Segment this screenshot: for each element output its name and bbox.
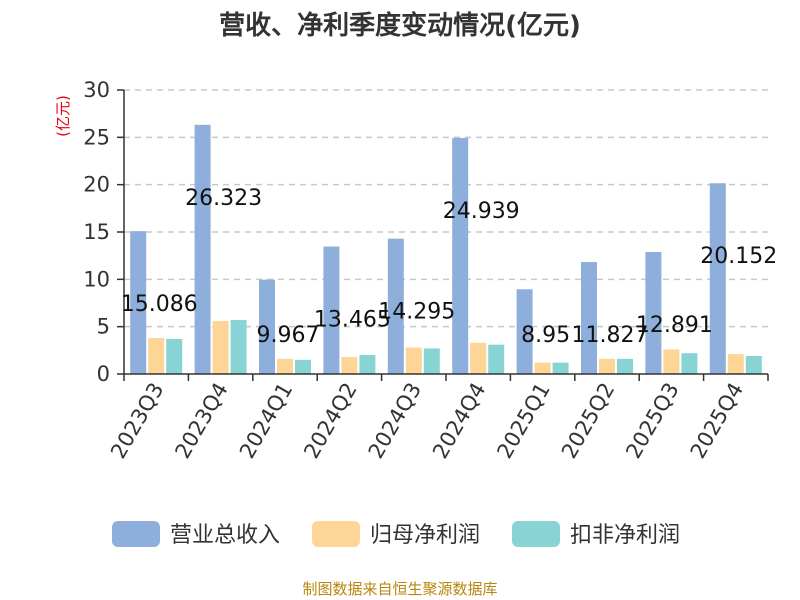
data-label: 8.95 <box>521 323 570 348</box>
bar-2 <box>277 358 293 374</box>
data-label: 24.939 <box>443 199 520 224</box>
bar-1 <box>452 137 469 374</box>
legend-label: 营业总收入 <box>170 523 280 548</box>
x-tick-label: 2024Q4 <box>428 379 490 463</box>
x-tick-label: 2023Q3 <box>106 379 168 463</box>
bar-3 <box>230 320 247 374</box>
x-tick-label: 2024Q1 <box>235 379 297 463</box>
x-tick-label: 2023Q4 <box>170 379 232 463</box>
bar-1 <box>645 251 662 374</box>
grid-lines <box>124 89 768 328</box>
y-tick-label: 0 <box>97 362 110 386</box>
bar-1 <box>259 279 275 374</box>
bar-2 <box>212 320 229 374</box>
data-label: 15.086 <box>121 292 198 317</box>
bars <box>130 124 762 375</box>
data-label: 11.827 <box>572 323 649 348</box>
x-tick-label: 2024Q3 <box>364 379 426 463</box>
data-label: 12.891 <box>636 313 713 338</box>
bar-3 <box>552 362 569 374</box>
bar-1 <box>323 246 340 374</box>
bar-2 <box>470 342 487 374</box>
x-tick-label: 2025Q2 <box>557 379 619 463</box>
legend-swatch <box>312 521 360 547</box>
bar-2 <box>663 349 680 374</box>
bar-3 <box>423 348 440 374</box>
bar-2 <box>341 356 358 374</box>
bar-3 <box>745 356 762 374</box>
x-tick-label: 2025Q1 <box>492 379 554 463</box>
bar-2 <box>405 347 422 374</box>
bar-3 <box>166 338 183 374</box>
legend-swatch <box>112 521 160 547</box>
bar-1 <box>194 124 211 375</box>
legend-label: 扣非净利润 <box>570 523 680 548</box>
y-tick-label: 10 <box>83 267 110 291</box>
bar-2 <box>599 358 615 374</box>
chart-title: 营收、净利季度变动情况(亿元) <box>219 10 581 41</box>
y-tick-label: 30 <box>83 78 110 102</box>
bar-1 <box>387 238 404 374</box>
y-tick-label: 15 <box>83 220 110 244</box>
bar-1 <box>130 231 147 374</box>
x-tick-label: 2024Q2 <box>299 379 361 463</box>
x-tick-label: 2025Q4 <box>686 379 748 463</box>
bar-1 <box>709 183 726 374</box>
data-label: 20.152 <box>700 244 777 269</box>
y-tick-label: 25 <box>83 125 110 149</box>
x-tick-label: 2025Q3 <box>621 379 683 463</box>
bar-2 <box>534 362 551 374</box>
legend-swatch <box>512 521 560 547</box>
bar-1 <box>581 262 597 374</box>
y-tick-label: 5 <box>97 315 110 339</box>
legend: 营业总收入 归母净利润 扣非净利润 <box>112 521 680 548</box>
legend-label: 归母净利润 <box>370 523 480 548</box>
data-label: 14.295 <box>378 300 455 325</box>
data-label: 13.465 <box>314 308 391 333</box>
bar-2 <box>727 354 744 374</box>
bar-3 <box>359 355 376 374</box>
source-note: 制图数据来自恒生聚源数据库 <box>302 580 497 598</box>
bar-3 <box>295 359 311 374</box>
data-label: 26.323 <box>185 186 262 211</box>
bar-2 <box>148 338 165 374</box>
bar-1 <box>516 289 533 374</box>
y-tick-label: 20 <box>83 173 110 197</box>
bar-3 <box>488 344 505 374</box>
bar-3 <box>681 353 698 374</box>
data-label: 9.967 <box>257 323 320 348</box>
y-axis-unit: (亿元) <box>54 95 72 137</box>
bar-3 <box>617 358 633 374</box>
